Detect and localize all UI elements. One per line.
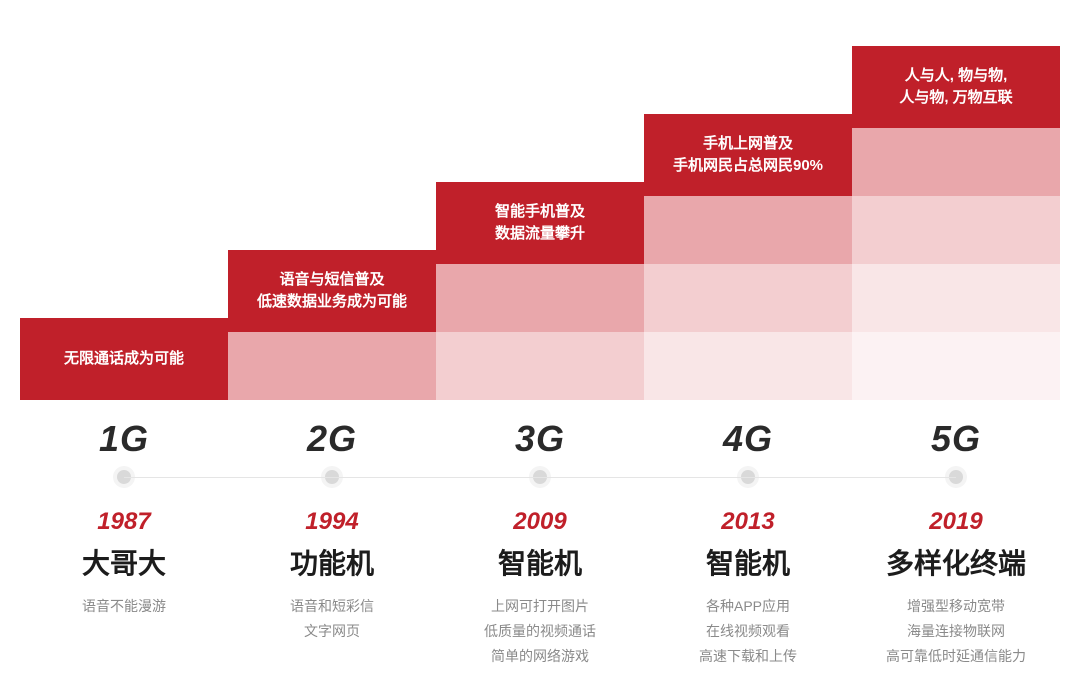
feature-line: 低质量的视频通话 bbox=[436, 619, 644, 644]
device-label: 功能机 bbox=[228, 542, 436, 582]
year-label: 2013 bbox=[644, 508, 852, 536]
timeline-line-left bbox=[228, 477, 332, 478]
stair-fade-block bbox=[852, 264, 1060, 332]
device-label: 智能机 bbox=[644, 542, 852, 582]
infographic-root: 无限通话成为可能语音与短信普及低速数据业务成为可能智能手机普及数据流量攀升手机上… bbox=[0, 0, 1080, 674]
stair-header-line: 人与人, 物与物, bbox=[905, 65, 1008, 88]
year-label: 1987 bbox=[20, 508, 228, 536]
timeline-line-right bbox=[124, 477, 228, 478]
device-label: 智能机 bbox=[436, 542, 644, 582]
stair-fade-block bbox=[644, 332, 852, 400]
feature-list: 语音不能漫游 bbox=[20, 594, 228, 619]
stair-fade-block bbox=[436, 332, 644, 400]
stair-header: 智能手机普及数据流量攀升 bbox=[436, 182, 644, 264]
timeline-node bbox=[436, 470, 644, 494]
stair-column: 智能手机普及数据流量攀升 bbox=[436, 182, 644, 400]
feature-line: 语音和短彩信 bbox=[228, 594, 436, 619]
stair-header-line: 无限通话成为可能 bbox=[64, 348, 184, 371]
timeline-node bbox=[852, 470, 1060, 494]
timeline-node bbox=[20, 470, 228, 494]
generation-label: 1G bbox=[20, 418, 228, 460]
feature-line: 增强型移动宽带 bbox=[852, 594, 1060, 619]
timeline-cell: 3G 2009 智能机上网可打开图片低质量的视频通话简单的网络游戏 bbox=[436, 418, 644, 670]
feature-line: 高可靠低时延通信能力 bbox=[852, 644, 1060, 669]
stair-header-line: 低速数据业务成为可能 bbox=[257, 291, 407, 314]
timeline-line-left bbox=[852, 477, 956, 478]
year-label: 2009 bbox=[436, 508, 644, 536]
stair-header-line: 语音与短信普及 bbox=[279, 269, 384, 292]
timeline-line-left bbox=[644, 477, 748, 478]
stair-header: 人与人, 物与物,人与物, 万物互联 bbox=[852, 46, 1060, 128]
stair-header-line: 手机网民占总网民90% bbox=[673, 155, 823, 178]
stair-header-line: 人与物, 万物互联 bbox=[899, 87, 1012, 110]
stair-header: 手机上网普及手机网民占总网民90% bbox=[644, 114, 852, 196]
timeline-line-right bbox=[540, 477, 644, 478]
stair-header-line: 手机上网普及 bbox=[703, 133, 793, 156]
stair-fade-block bbox=[644, 196, 852, 264]
stair-header: 语音与短信普及低速数据业务成为可能 bbox=[228, 250, 436, 332]
timeline-line-right bbox=[332, 477, 436, 478]
feature-line: 在线视频观看 bbox=[644, 619, 852, 644]
stair-column: 无限通话成为可能 bbox=[20, 318, 228, 400]
feature-line: 简单的网络游戏 bbox=[436, 644, 644, 669]
timeline-cell: 1G 1987 大哥大语音不能漫游 bbox=[20, 418, 228, 670]
generation-label: 4G bbox=[644, 418, 852, 460]
generation-label: 5G bbox=[852, 418, 1060, 460]
year-label: 1994 bbox=[228, 508, 436, 536]
generation-label: 2G bbox=[228, 418, 436, 460]
feature-line: 上网可打开图片 bbox=[436, 594, 644, 619]
stair-column: 手机上网普及手机网民占总网民90% bbox=[644, 114, 852, 400]
timeline-cell: 2G 1994 功能机语音和短彩信文字网页 bbox=[228, 418, 436, 670]
stair-column: 人与人, 物与物,人与物, 万物互联 bbox=[852, 46, 1060, 400]
staircase-chart: 无限通话成为可能语音与短信普及低速数据业务成为可能智能手机普及数据流量攀升手机上… bbox=[20, 10, 1060, 400]
device-label: 多样化终端 bbox=[852, 542, 1060, 582]
stair-fade-block bbox=[644, 264, 852, 332]
feature-line: 各种APP应用 bbox=[644, 594, 852, 619]
feature-list: 语音和短彩信文字网页 bbox=[228, 594, 436, 644]
stair-fade-block bbox=[852, 128, 1060, 196]
stair-column: 语音与短信普及低速数据业务成为可能 bbox=[228, 250, 436, 400]
timeline-cell: 4G 2013 智能机各种APP应用在线视频观看高速下载和上传 bbox=[644, 418, 852, 670]
generation-label: 3G bbox=[436, 418, 644, 460]
timeline-line-left bbox=[436, 477, 540, 478]
timeline-row: 1G 1987 大哥大语音不能漫游 2G 1994 功能机语音和短彩信文字网页 3G 2009… bbox=[20, 418, 1060, 670]
timeline-cell: 5G 2019 多样化终端增强型移动宽带海量连接物联网高可靠低时延通信能力 bbox=[852, 418, 1060, 670]
stair-fade-block bbox=[228, 332, 436, 400]
timeline-line-right bbox=[748, 477, 852, 478]
stair-header-line: 数据流量攀升 bbox=[495, 223, 585, 246]
feature-list: 各种APP应用在线视频观看高速下载和上传 bbox=[644, 594, 852, 670]
stair-fade-block bbox=[436, 264, 644, 332]
feature-line: 语音不能漫游 bbox=[20, 594, 228, 619]
timeline-node bbox=[228, 470, 436, 494]
stair-fade-block bbox=[852, 196, 1060, 264]
year-label: 2019 bbox=[852, 508, 1060, 536]
stair-header-line: 智能手机普及 bbox=[495, 201, 585, 224]
feature-line: 海量连接物联网 bbox=[852, 619, 1060, 644]
timeline-node bbox=[644, 470, 852, 494]
stair-header: 无限通话成为可能 bbox=[20, 318, 228, 400]
feature-list: 上网可打开图片低质量的视频通话简单的网络游戏 bbox=[436, 594, 644, 670]
feature-line: 高速下载和上传 bbox=[644, 644, 852, 669]
device-label: 大哥大 bbox=[20, 542, 228, 582]
feature-list: 增强型移动宽带海量连接物联网高可靠低时延通信能力 bbox=[852, 594, 1060, 670]
stair-fade-block bbox=[852, 332, 1060, 400]
feature-line: 文字网页 bbox=[228, 619, 436, 644]
